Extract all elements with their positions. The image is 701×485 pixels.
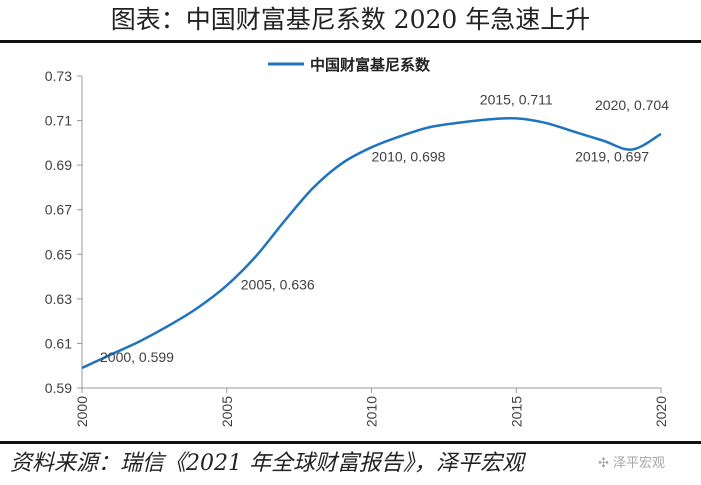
data-label: 2005, 0.636: [241, 276, 315, 292]
source-note: 资料来源：瑞信《2021 年全球财富报告》，泽平宏观: [10, 451, 524, 476]
y-tick-label: 0.61: [45, 335, 72, 351]
watermark-logo: ✣ 泽平宏观: [598, 456, 666, 471]
y-tick-label: 0.69: [45, 157, 72, 173]
y-tick-label: 0.73: [45, 68, 72, 84]
line-chart: 0.59 0.61 0.63 0.65 0.67 0.69 0.71 0.73 2000 2005…: [45, 56, 669, 427]
source-rule: [0, 441, 701, 444]
y-tick-label: 0.63: [45, 291, 72, 307]
data-label: 2020, 0.704: [595, 97, 669, 113]
series-line: [81, 116, 662, 370]
y-tick-label: 0.65: [45, 246, 72, 262]
x-tick-label: 2010: [364, 396, 380, 427]
x-tick-label: 2000: [74, 396, 90, 427]
x-tick-label: 2020: [653, 396, 669, 427]
y-tick-label: 0.71: [45, 113, 72, 129]
title-rule: [0, 40, 701, 43]
legend-label: 中国财富基尼系数: [310, 56, 431, 74]
data-label: 2010, 0.698: [372, 148, 446, 164]
y-tick-label: 0.67: [45, 202, 72, 218]
data-label: 2019, 0.697: [575, 149, 649, 165]
x-tick-label: 2005: [219, 396, 235, 427]
x-tick-label: 2015: [508, 396, 524, 427]
y-tick-label: 0.59: [45, 380, 72, 396]
data-label: 2015, 0.711: [480, 91, 553, 107]
chart-title: 图表：中国财富基尼系数 2020 年急速上升: [110, 5, 591, 34]
data-label: 2000, 0.599: [100, 349, 174, 365]
